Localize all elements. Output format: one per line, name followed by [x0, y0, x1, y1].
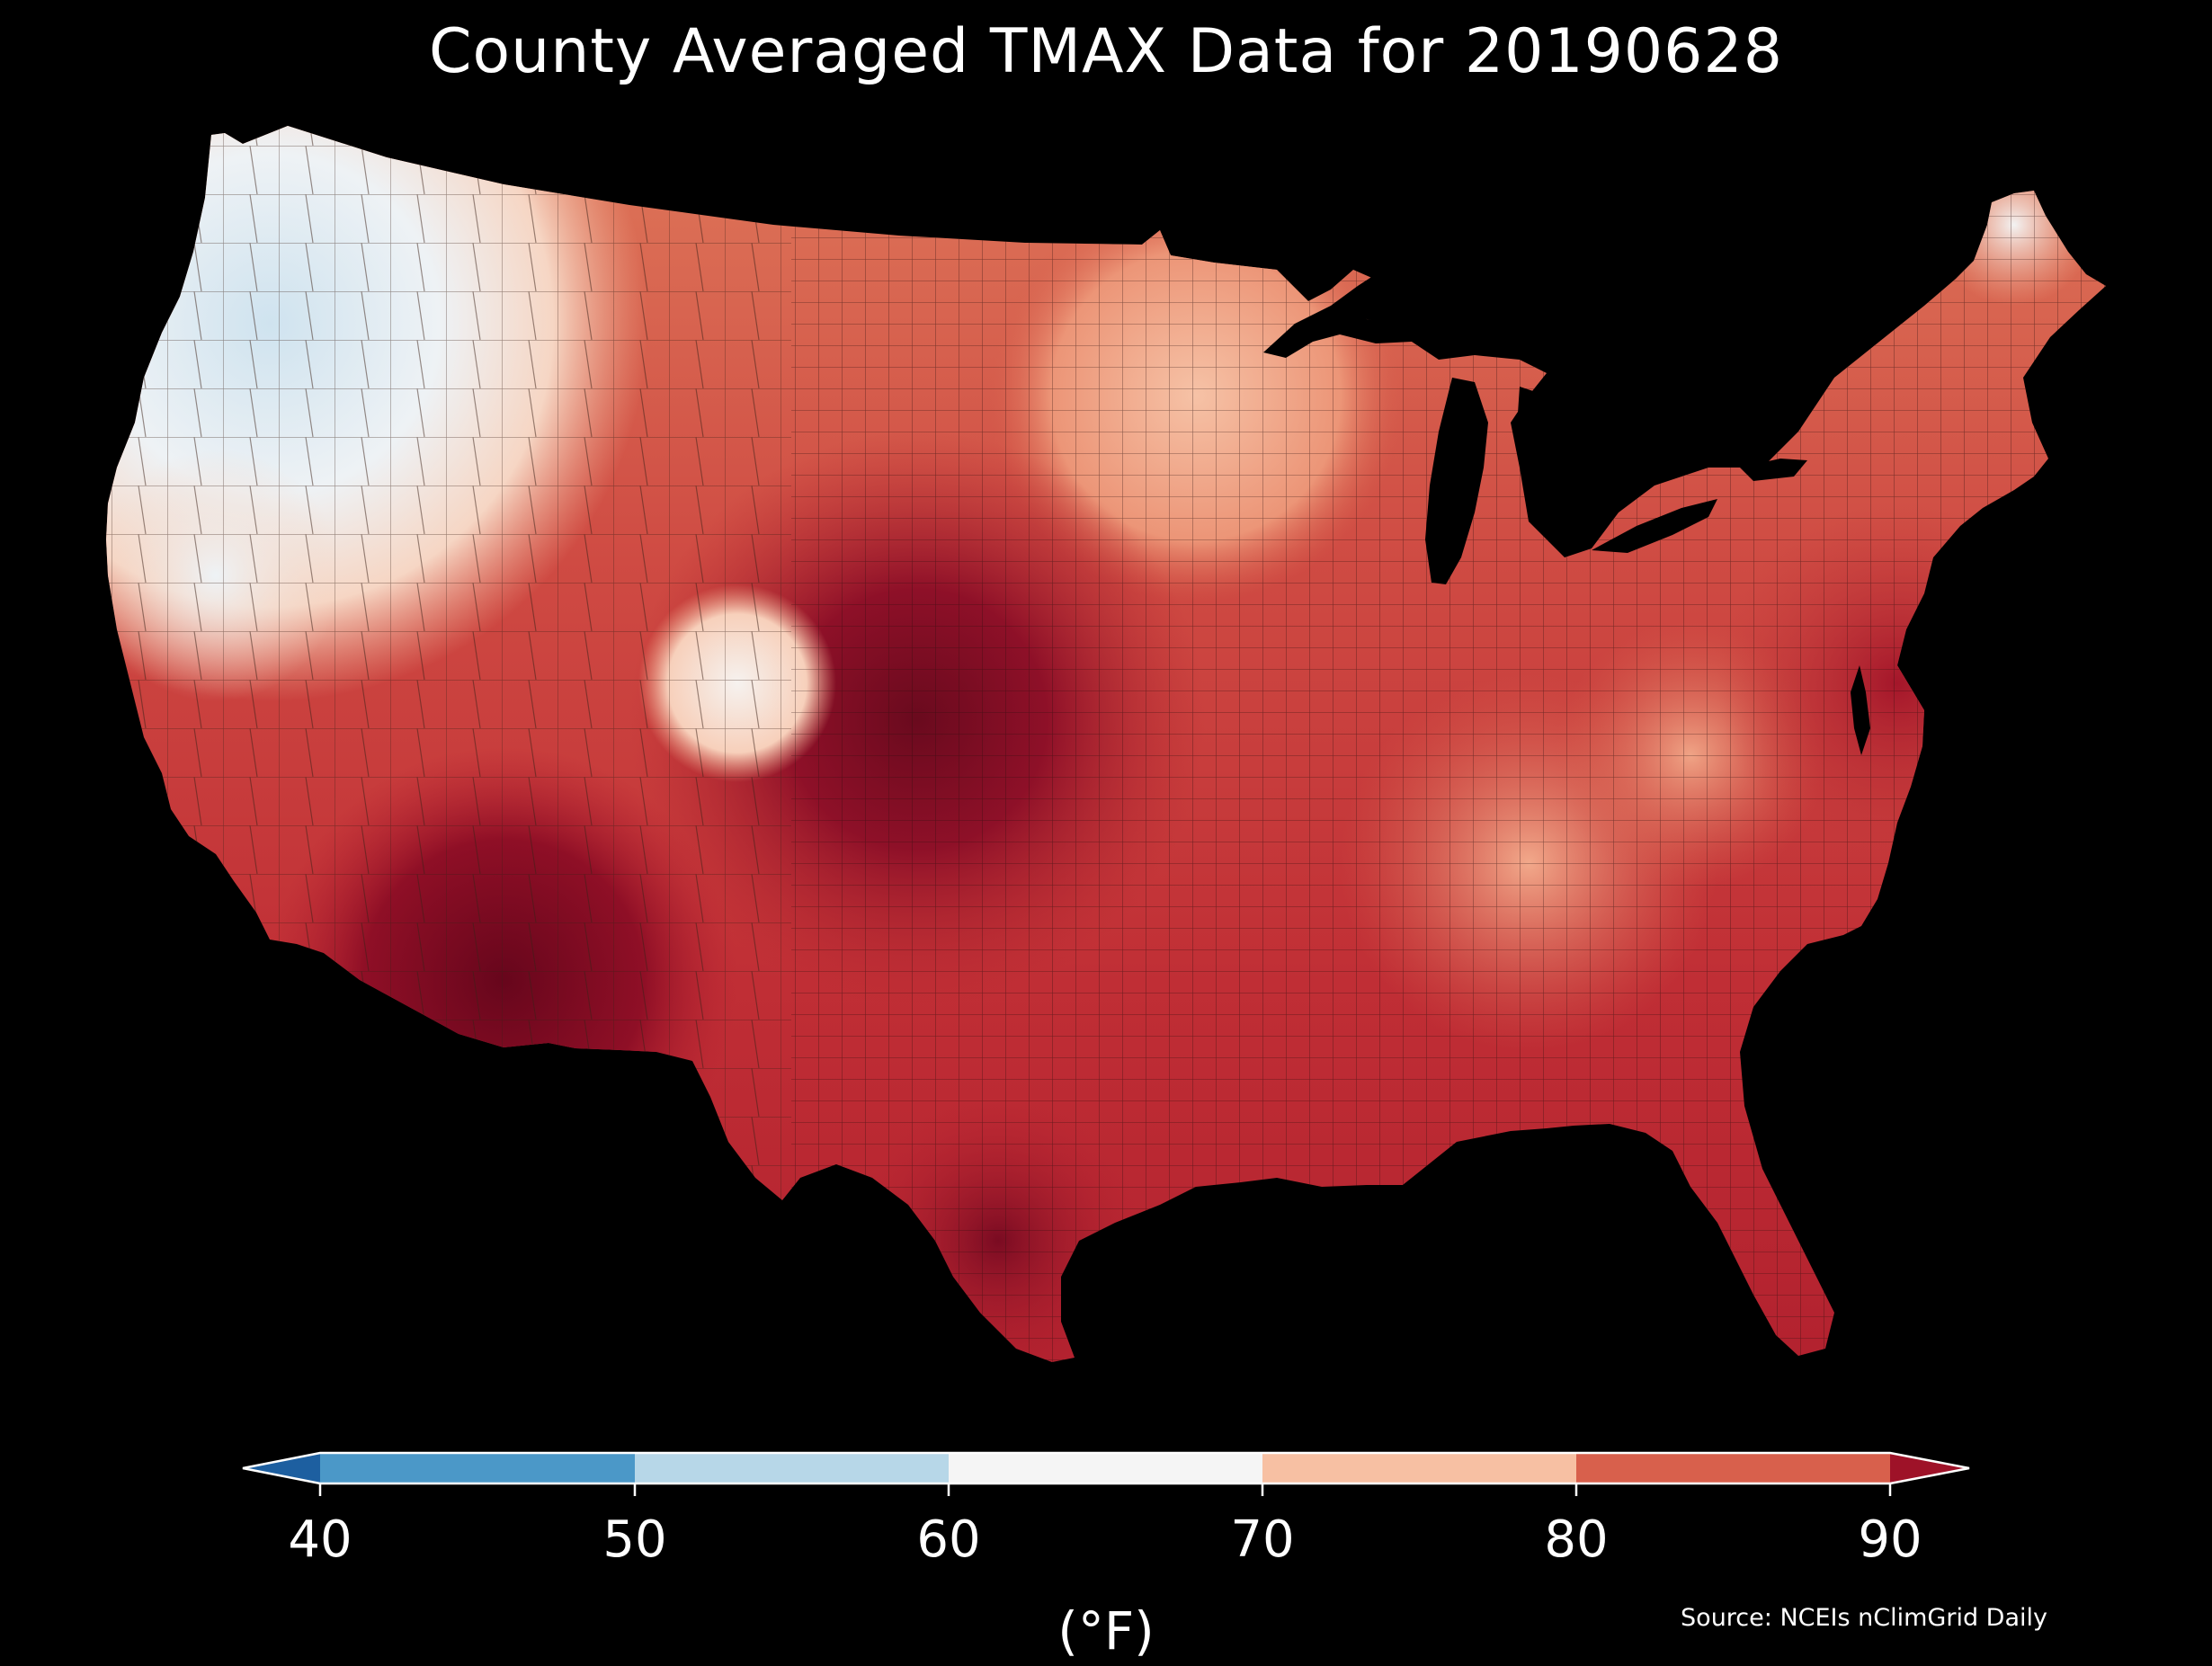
- colorbar-tick-label-40: 40: [288, 1510, 352, 1569]
- colorbar-under-extend: [243, 1453, 320, 1483]
- lake-ontario: [1740, 459, 1807, 481]
- colorbar-tick-label-50: 50: [602, 1510, 667, 1569]
- colorbar-bin-70-80: [1262, 1453, 1576, 1483]
- colorbar-tick-label-80: 80: [1544, 1510, 1609, 1569]
- lake-huron: [1518, 387, 1583, 503]
- colorbar-tick-label-70: 70: [1230, 1510, 1295, 1569]
- great-lakes: [1263, 274, 1870, 755]
- map-title: County Averaged TMAX Data for 20190628: [429, 16, 1783, 87]
- chesapeake-bay: [1851, 665, 1870, 755]
- lake-superior: [1263, 274, 1475, 358]
- colorbar-bin-60-70: [949, 1453, 1262, 1483]
- colorbar-bin-80-90: [1576, 1453, 1890, 1483]
- lake-erie: [1592, 499, 1717, 553]
- colorbar-tick-label-60: 60: [916, 1510, 981, 1569]
- colorbar-bin-50-60: [635, 1453, 949, 1483]
- colorbar: [242, 1451, 1970, 1496]
- colorbar-tick-label-90: 90: [1858, 1510, 1922, 1569]
- colorbar-unit-label: (°F): [1057, 1600, 1155, 1662]
- source-credit: Source: NCEIs nClimGrid Daily: [1681, 1604, 2047, 1632]
- colorbar-over-extend: [1890, 1453, 1969, 1483]
- lake-michigan: [1425, 378, 1488, 584]
- colorbar-bin-40-50: [320, 1453, 635, 1483]
- conus-landmass: [106, 126, 2106, 1362]
